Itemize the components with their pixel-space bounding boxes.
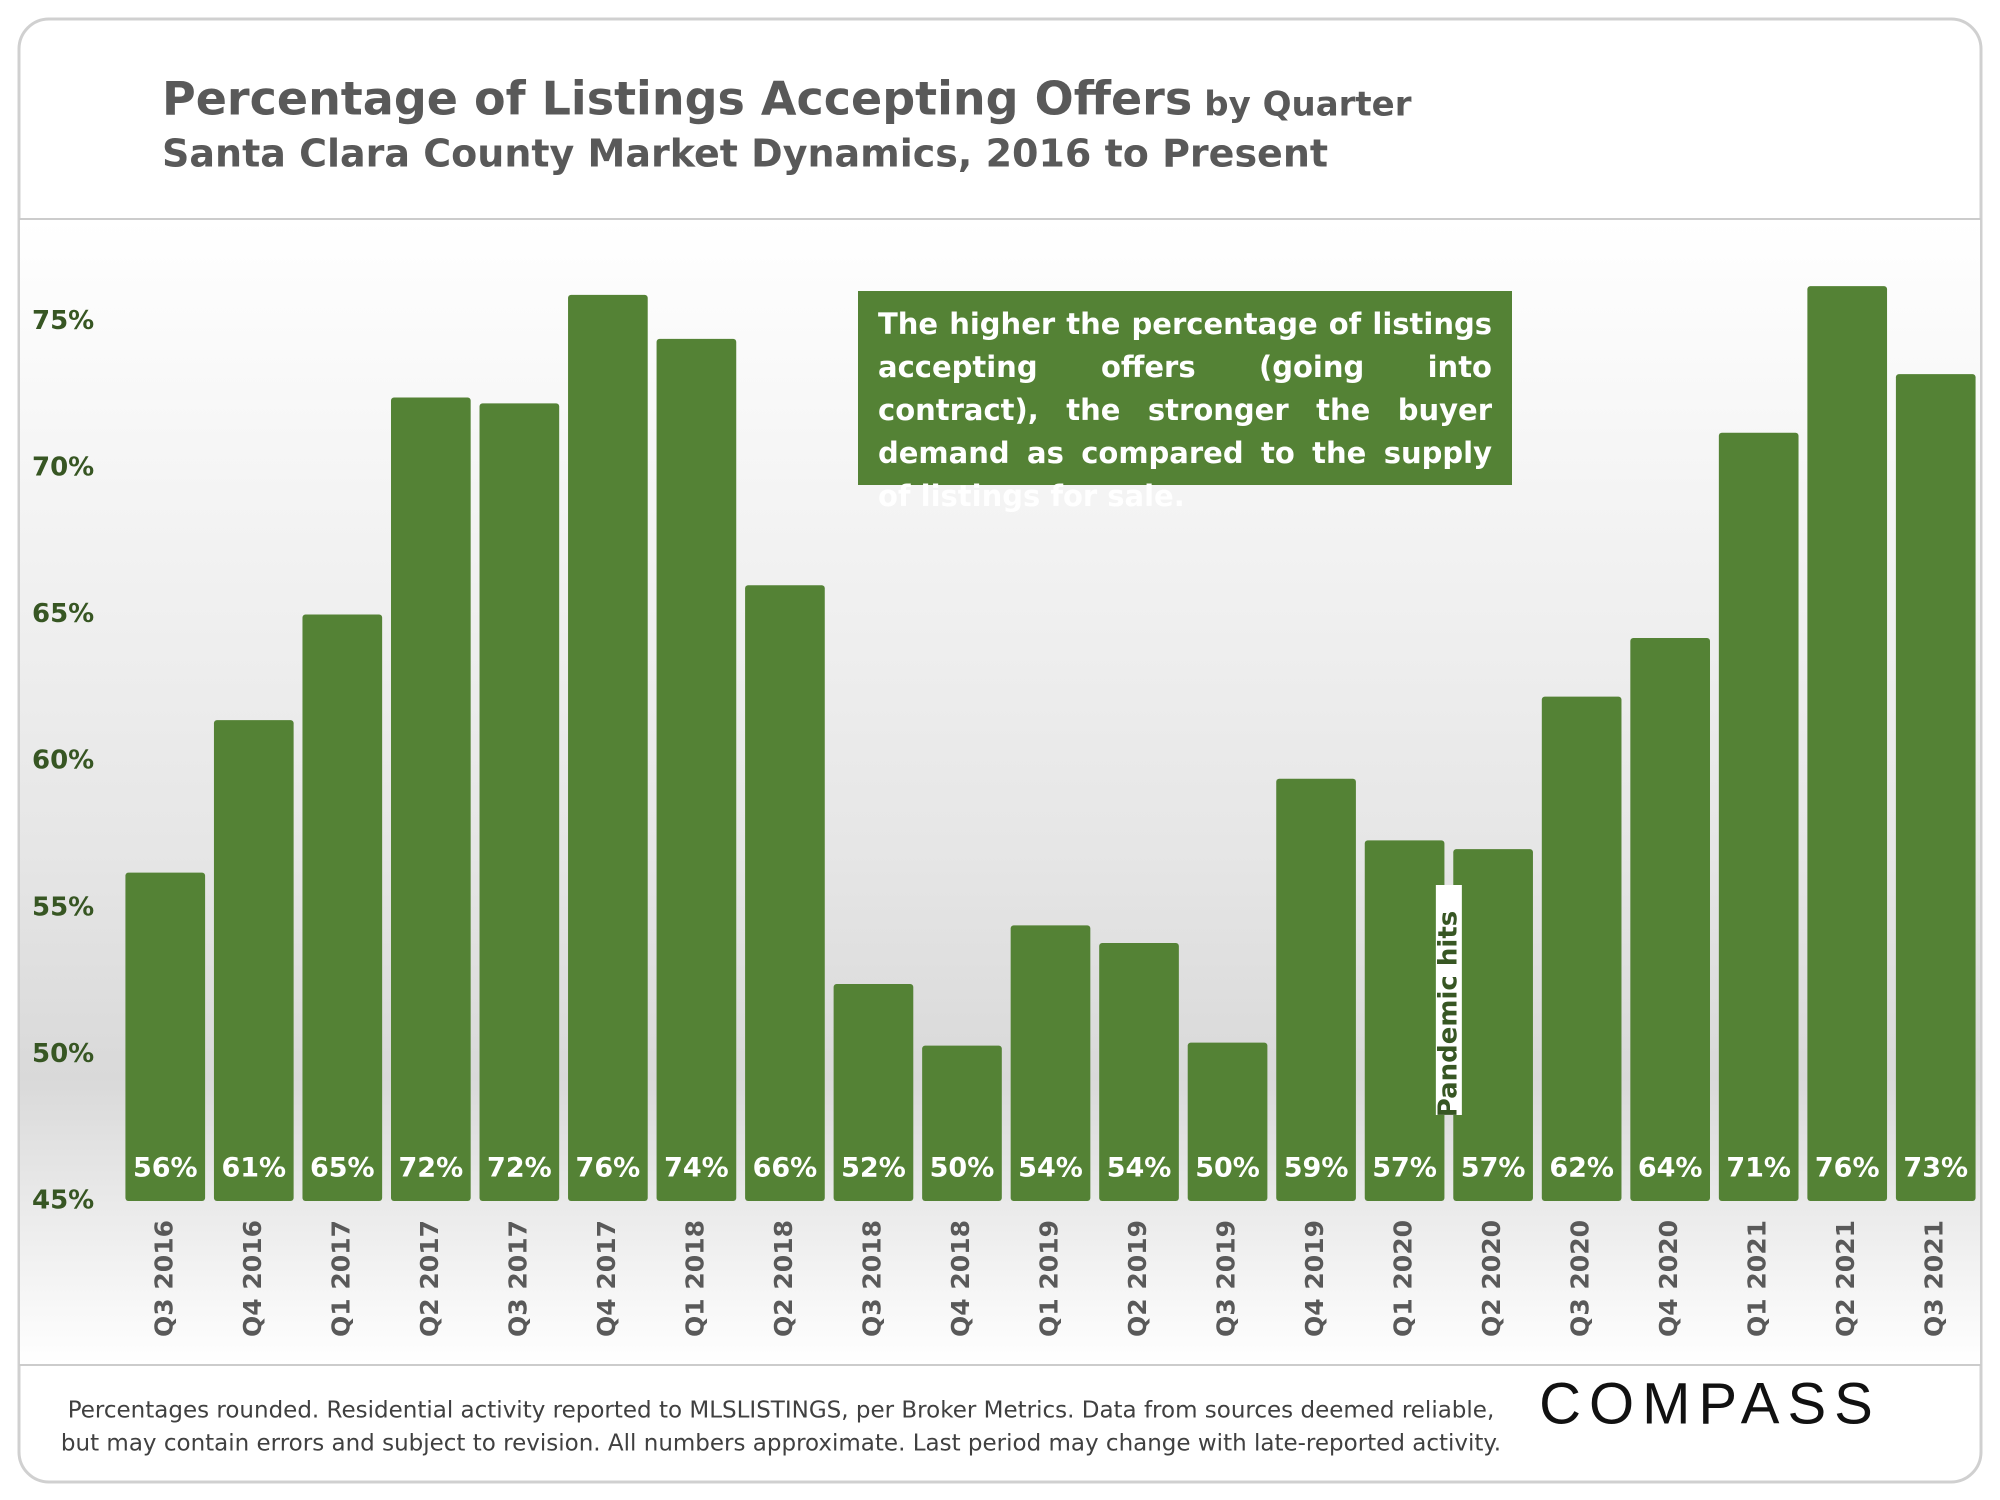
y-tick-label: 50% xyxy=(32,1039,94,1069)
x-tick-label: Q1 2021 xyxy=(1743,1220,1772,1337)
value-label: 64% xyxy=(1638,1153,1703,1184)
bar xyxy=(1099,942,1179,1201)
bar xyxy=(125,872,206,1201)
value-label: 59% xyxy=(1284,1153,1349,1184)
bar xyxy=(656,338,737,1201)
title-suffix: by Quarter xyxy=(1204,85,1411,125)
bar xyxy=(390,397,471,1201)
x-tick-label: Q3 2017 xyxy=(503,1220,532,1337)
chart-subtitle: Santa Clara County Market Dynamics, 2016… xyxy=(162,132,1328,176)
x-tick-label: Q3 2020 xyxy=(1566,1220,1595,1337)
value-label: 57% xyxy=(1372,1153,1437,1184)
value-label: 72% xyxy=(487,1153,552,1184)
value-label: 56% xyxy=(133,1153,198,1184)
annotation: The higher the percentage of listings ac… xyxy=(858,291,1512,513)
value-label: 50% xyxy=(930,1153,995,1184)
bar xyxy=(302,614,383,1201)
value-label: 50% xyxy=(1195,1153,1260,1184)
x-tick-label: Q2 2017 xyxy=(415,1220,444,1337)
bar xyxy=(1630,637,1711,1201)
x-tick-label: Q1 2019 xyxy=(1035,1220,1064,1337)
bar xyxy=(1010,925,1091,1201)
x-tick-label: Q2 2020 xyxy=(1477,1220,1506,1337)
value-label: 54% xyxy=(1107,1153,1172,1184)
x-tick-label: Q4 2017 xyxy=(592,1220,621,1337)
x-tick-label: Q2 2018 xyxy=(769,1220,798,1337)
y-tick-label: 60% xyxy=(32,746,94,776)
x-tick-label: Q2 2019 xyxy=(1123,1220,1152,1337)
x-tick-label: Q2 2021 xyxy=(1831,1220,1860,1337)
x-tick-label: Q4 2020 xyxy=(1654,1220,1683,1337)
x-tick-label: Q3 2021 xyxy=(1920,1220,1949,1337)
y-tick-label: 70% xyxy=(32,452,94,482)
value-label: 71% xyxy=(1726,1153,1791,1184)
bar xyxy=(1187,1042,1268,1201)
bar xyxy=(1807,286,1888,1201)
value-label: 76% xyxy=(576,1153,641,1184)
value-label: 54% xyxy=(1018,1153,1083,1184)
bar xyxy=(922,1045,1002,1201)
value-label: 74% xyxy=(664,1153,729,1184)
y-tick-label: 55% xyxy=(32,892,94,922)
x-tick-label: Q3 2016 xyxy=(149,1220,178,1337)
x-tick-label: Q1 2020 xyxy=(1389,1220,1418,1337)
y-tick-label: 45% xyxy=(32,1186,94,1216)
x-tick-label: Q3 2019 xyxy=(1212,1220,1241,1337)
bar xyxy=(568,294,648,1201)
value-label: 62% xyxy=(1549,1153,1614,1184)
value-label: 73% xyxy=(1903,1153,1968,1184)
footnote: but may contain errors and subject to re… xyxy=(61,1431,1501,1457)
value-label: 57% xyxy=(1461,1153,1526,1184)
logo: COMPASS xyxy=(1539,1371,1881,1436)
value-label: 76% xyxy=(1815,1153,1880,1184)
event-label: Pandemic hits xyxy=(1433,911,1463,1117)
bar xyxy=(1895,374,1976,1201)
bar xyxy=(833,984,914,1201)
value-label: 61% xyxy=(221,1153,286,1184)
bar xyxy=(479,403,560,1201)
bar xyxy=(1276,778,1356,1201)
footnote: Percentages rounded. Residential activit… xyxy=(68,1398,1495,1424)
y-tick-label: 65% xyxy=(32,599,94,629)
chart-title: Percentage of Listings Accepting Offers xyxy=(162,72,1192,126)
bar xyxy=(1364,840,1445,1201)
value-label: 66% xyxy=(753,1153,818,1184)
bar xyxy=(1718,432,1799,1202)
x-tick-label: Q4 2019 xyxy=(1300,1220,1329,1337)
bar xyxy=(1453,849,1533,1201)
value-label: 72% xyxy=(399,1153,464,1184)
y-tick-label: 75% xyxy=(32,306,94,336)
bar xyxy=(1541,696,1622,1201)
x-tick-label: Q4 2018 xyxy=(946,1220,975,1337)
bar xyxy=(213,720,294,1201)
x-tick-label: Q3 2018 xyxy=(857,1220,886,1337)
value-label: 65% xyxy=(310,1153,375,1184)
x-tick-label: Q1 2018 xyxy=(680,1220,709,1337)
bar xyxy=(745,585,825,1201)
x-tick-label: Q4 2016 xyxy=(238,1220,267,1337)
x-tick-label: Q1 2017 xyxy=(326,1220,355,1337)
event-strip xyxy=(1435,885,1462,1115)
value-label: 52% xyxy=(841,1153,906,1184)
